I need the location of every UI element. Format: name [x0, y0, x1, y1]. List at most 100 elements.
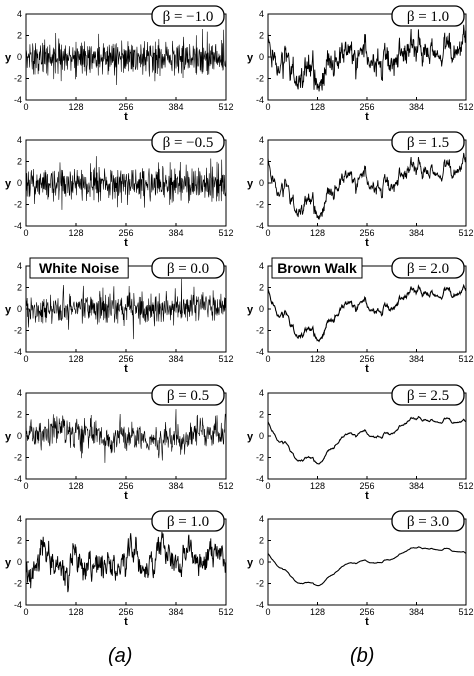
x-tick-label: 128	[68, 102, 83, 112]
x-axis-label: t	[365, 490, 369, 502]
y-tick-label: 4	[259, 261, 264, 271]
series-line	[267, 546, 466, 587]
x-tick-label: 128	[68, 354, 83, 364]
x-tick-label: 384	[168, 481, 183, 491]
y-axis-label: y	[247, 304, 254, 316]
y-tick-label: 0	[259, 304, 264, 314]
beta-label-box	[151, 384, 225, 406]
y-tick-label: -4	[14, 221, 22, 231]
y-tick-label: -2	[14, 579, 22, 589]
x-axis-label: t	[124, 111, 128, 123]
y-tick-label: 0	[259, 557, 264, 567]
y-axis-label: y	[5, 557, 12, 569]
y-axis-label: y	[5, 304, 12, 316]
plot-frame	[267, 392, 467, 480]
x-tick-label: 256	[118, 607, 133, 617]
x-tick-label: 128	[310, 228, 325, 238]
y-axis-label: y	[247, 557, 254, 569]
y-tick-label: 4	[259, 514, 264, 524]
series-line	[267, 24, 467, 92]
callout-box	[29, 257, 129, 279]
x-tick-label: 256	[118, 228, 133, 238]
series-line	[25, 156, 226, 210]
x-tick-label: 384	[409, 607, 424, 617]
beta-label-box	[391, 5, 465, 27]
y-tick-label: 0	[17, 52, 22, 62]
y-tick-label: 4	[17, 514, 22, 524]
y-tick-label: -4	[14, 347, 22, 357]
y-tick-label: -4	[14, 95, 22, 105]
x-tick-label: 256	[118, 481, 133, 491]
x-tick-label: 256	[359, 354, 374, 364]
y-tick-label: -2	[256, 200, 264, 210]
x-tick-label: 0	[23, 228, 28, 238]
beta-label-box	[391, 510, 465, 532]
x-axis-label: t	[365, 363, 369, 375]
y-tick-label: 4	[259, 135, 264, 145]
beta-label: β = 0.0	[167, 261, 209, 277]
x-tick-label: 384	[409, 354, 424, 364]
beta-label: β = 1.0	[407, 9, 449, 25]
y-tick-label: -2	[14, 453, 22, 463]
y-tick-label: -2	[256, 74, 264, 84]
beta-label: β = −1.0	[163, 9, 214, 25]
y-tick-label: 2	[17, 410, 22, 420]
x-tick-label: 0	[265, 228, 270, 238]
x-axis-label: t	[124, 490, 128, 502]
y-tick-label: 2	[17, 31, 22, 41]
beta-label-box	[151, 510, 225, 532]
x-tick-label: 0	[265, 481, 270, 491]
x-tick-label: 512	[458, 102, 473, 112]
x-tick-label: 0	[265, 354, 270, 364]
x-axis-label: t	[124, 237, 128, 249]
y-tick-label: -4	[256, 221, 264, 231]
y-tick-label: 0	[17, 304, 22, 314]
x-tick-label: 128	[68, 481, 83, 491]
y-tick-label: -2	[256, 579, 264, 589]
y-tick-label: 4	[17, 9, 22, 19]
beta-label-box	[391, 131, 465, 153]
x-tick-label: 0	[265, 102, 270, 112]
x-tick-label: 512	[218, 607, 233, 617]
x-tick-label: 0	[23, 102, 28, 112]
series-line	[267, 152, 467, 220]
beta-label-box	[151, 131, 225, 153]
y-tick-label: -4	[256, 347, 264, 357]
y-tick-label: 0	[259, 431, 264, 441]
x-tick-label: 512	[218, 102, 233, 112]
y-tick-label: 4	[259, 388, 264, 398]
panel-label-a: (a)	[108, 645, 133, 667]
x-tick-label: 512	[458, 607, 473, 617]
x-tick-label: 384	[168, 607, 183, 617]
x-axis-label: t	[365, 616, 369, 628]
y-tick-label: -4	[256, 95, 264, 105]
y-tick-label: 2	[259, 410, 264, 420]
y-tick-label: 2	[17, 283, 22, 293]
beta-label-box	[151, 5, 225, 27]
x-tick-label: 384	[409, 228, 424, 238]
x-tick-label: 256	[118, 102, 133, 112]
y-tick-label: -2	[14, 200, 22, 210]
beta-label-box	[391, 257, 465, 279]
series-line	[267, 415, 466, 465]
y-tick-label: 0	[259, 178, 264, 188]
y-axis-label: y	[247, 52, 254, 64]
x-tick-label: 128	[310, 354, 325, 364]
x-tick-label: 512	[218, 228, 233, 238]
beta-label: β = 1.0	[167, 514, 209, 530]
y-axis-label: y	[247, 431, 254, 443]
x-tick-label: 384	[409, 481, 424, 491]
x-tick-label: 256	[118, 354, 133, 364]
x-tick-label: 256	[359, 102, 374, 112]
y-tick-label: 0	[17, 557, 22, 567]
x-tick-label: 512	[458, 481, 473, 491]
y-tick-label: 2	[259, 157, 264, 167]
x-tick-label: 384	[168, 354, 183, 364]
series-line	[267, 283, 467, 343]
y-tick-label: -2	[256, 326, 264, 336]
series-line	[25, 409, 226, 463]
